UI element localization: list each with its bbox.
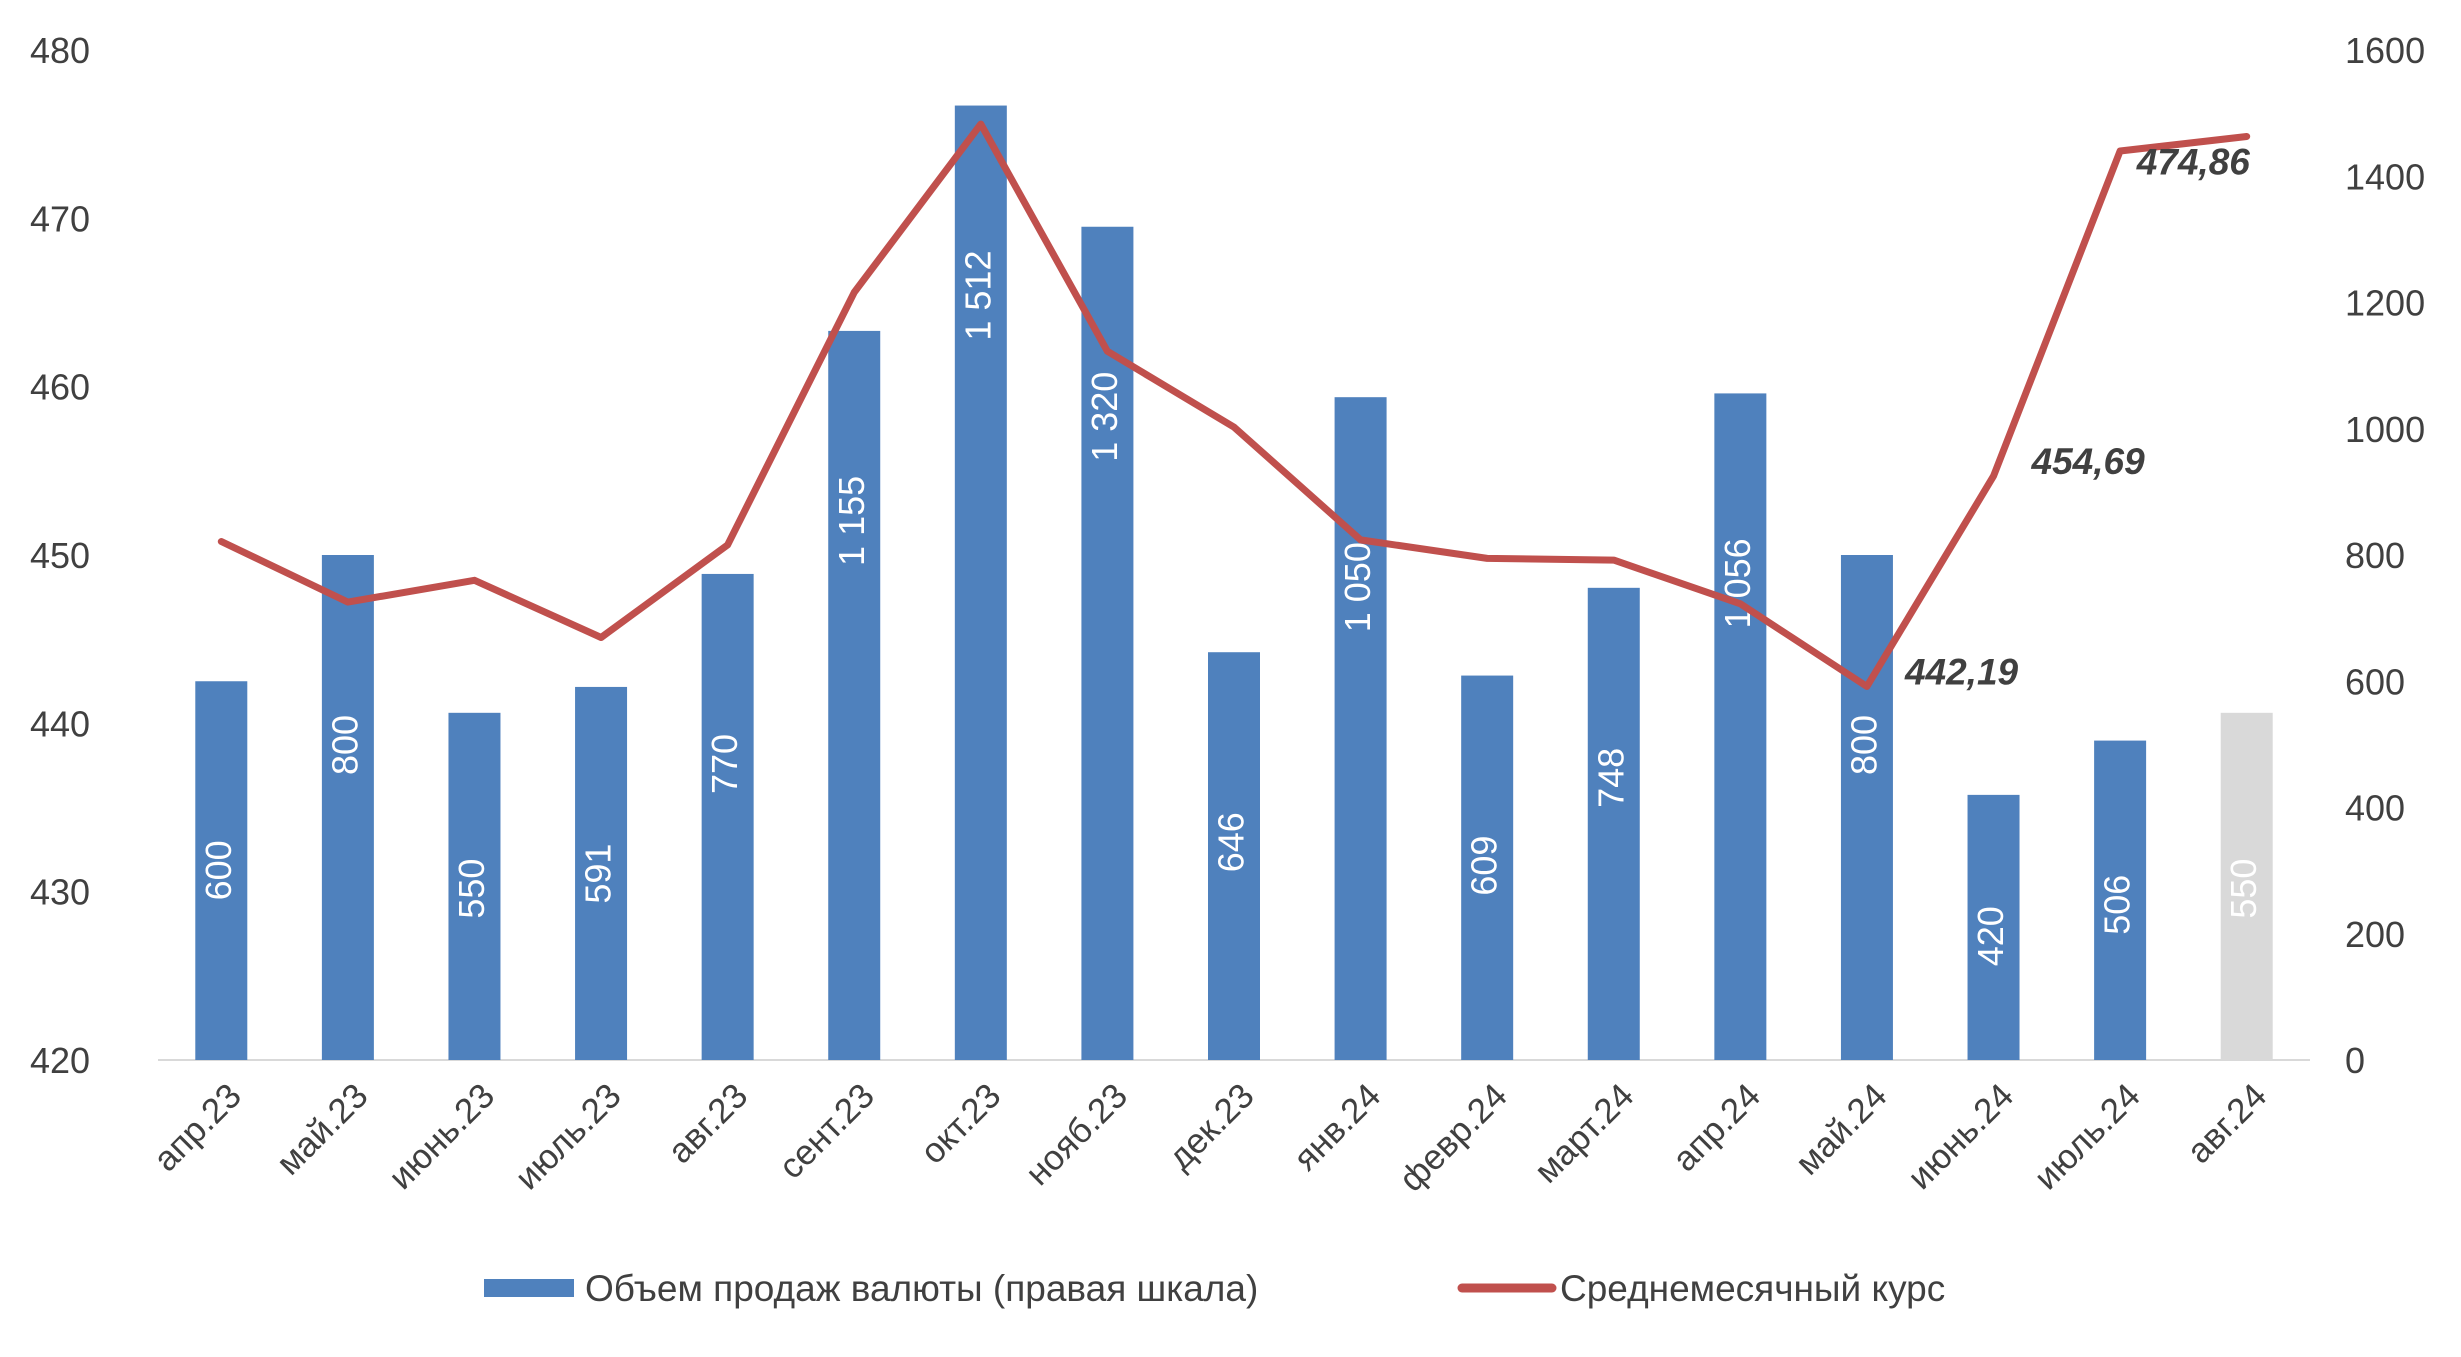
y-right-tick-label: 800 [2345,535,2405,576]
legend-label-bar: Объем продаж валюты (правая шкала) [585,1268,1258,1309]
y-right-tick-label: 0 [2345,1040,2365,1081]
x-tick-label: авг.24 [2179,1076,2274,1171]
bar-value-label: 1 512 [957,251,998,341]
bar-июнь.23 [448,712,501,1060]
y-left-tick-label: 420 [30,1040,90,1081]
bar-июль.24 [2094,740,2147,1060]
x-tick-label: июль.23 [508,1076,629,1197]
x-tick-label: март.24 [1527,1076,1642,1191]
bar-value-label: 420 [1970,906,2011,966]
bar-value-label: 1 320 [1084,372,1125,462]
y-left-tick-label: 460 [30,367,90,408]
bar-апр.23 [195,681,248,1060]
bar-май.23 [321,555,374,1060]
x-tick-label: янв.24 [1286,1076,1388,1178]
bar-март.24 [1587,587,1640,1060]
bar-value-label: 800 [324,715,365,775]
y-left-tick-label: 430 [30,872,90,913]
bar-авг.24 [2220,712,2273,1060]
y-left-tick-label: 480 [30,30,90,71]
bar-labels-group: 600 800 550 591 770 1 155 1 512 1 320 646 1 050 60… [198,251,2264,967]
x-tick-label: май.23 [269,1076,376,1183]
bar-февр.24 [1461,675,1514,1060]
y-right-tick-label: 1200 [2345,283,2425,324]
legend-label-line: Среднемесячный курс [1560,1268,1945,1309]
x-tick-label: апр.24 [1665,1076,1768,1179]
bars-group [195,105,2273,1061]
bar-янв.24 [1334,397,1387,1060]
bar-дек.23 [1208,652,1260,1060]
x-tick-label: дек.23 [1161,1076,1262,1177]
bar-value-label: 550 [2223,859,2264,919]
y-right-tick-label: 1600 [2345,30,2425,71]
line-labels-group: 442,19 454,69 474,86 [1904,142,2250,693]
bar-value-label: 591 [578,844,619,904]
y-right-tick-label: 600 [2345,661,2405,702]
line-value-label: 442,19 [1904,651,2019,692]
legend-group: Объем продаж валюты (правая шкала) Средн… [484,1268,1945,1309]
bar-авг.23 [701,573,754,1060]
bar-value-label: 800 [1843,715,1884,775]
line-value-label: 454,69 [2031,441,2146,482]
line-value-label: 474,86 [2136,142,2251,183]
x-tick-label: июль.24 [2027,1076,2148,1197]
y-right-tick-label: 200 [2345,914,2405,955]
bar-value-label: 646 [1211,812,1252,872]
bar-сент.23 [828,330,881,1060]
y-left-tick-label: 440 [30,703,90,744]
legend-swatch-bar [484,1279,574,1297]
bar-value-label: 1 050 [1337,542,1378,632]
x-tick-label: июнь.23 [381,1076,502,1197]
line-group [217,120,2251,690]
bar-апр.24 [1714,393,1767,1060]
x-tick-label: июнь.24 [1900,1076,2021,1197]
bar-value-label: 506 [2097,875,2138,935]
x-tick-label: апр.23 [146,1076,249,1179]
bar-июль.23 [575,686,628,1060]
bar-value-label: 1 155 [831,476,872,566]
x-tick-label: май.24 [1788,1076,1895,1183]
series-line-rate [217,120,2251,690]
y-left-tick-label: 450 [30,535,90,576]
y-left-tick-label: 470 [30,198,90,239]
y-right-tick-label: 400 [2345,788,2405,829]
x-tick-label: авг.23 [660,1076,755,1171]
bar-value-label: 748 [1590,748,1631,808]
x-tick-label: сент.23 [772,1076,882,1186]
x-tick-label: окт.23 [913,1076,1008,1171]
y-right-tick-label: 1400 [2345,156,2425,197]
bar-value-label: 550 [451,859,492,919]
bar-value-label: 600 [198,840,239,900]
x-tick-label: февр.24 [1392,1076,1515,1199]
bar-value-label: 609 [1464,836,1505,896]
y-right-tick-label: 1000 [2345,409,2425,450]
x-tick-label: нояб.23 [1018,1076,1135,1193]
bar-июнь.24 [1967,794,2020,1060]
bar-value-label: 770 [704,734,745,794]
bar-май.24 [1840,555,1893,1060]
bar-окт.23 [954,105,1007,1061]
